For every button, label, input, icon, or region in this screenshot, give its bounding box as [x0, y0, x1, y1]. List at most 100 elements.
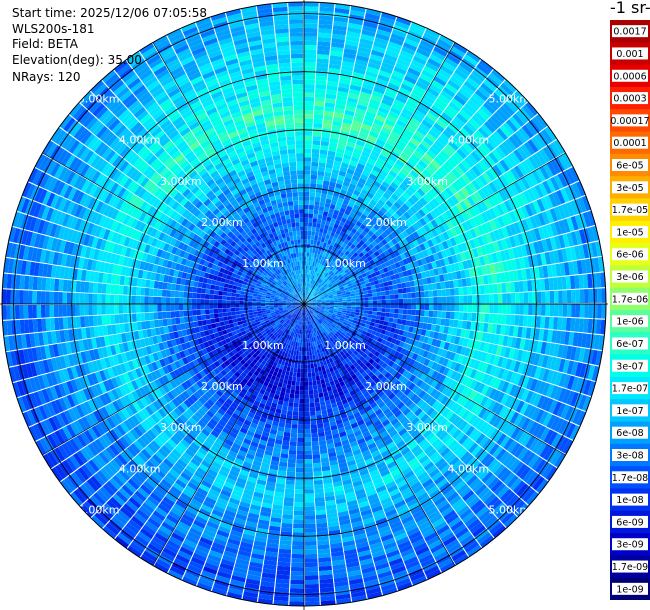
ppi-gate [461, 173, 472, 185]
ppi-gate [438, 242, 445, 251]
ppi-gate [430, 237, 438, 246]
ppi-gate [475, 89, 488, 102]
ppi-gate [340, 217, 347, 224]
ppi-gate [404, 219, 412, 228]
ppi-gate [421, 206, 430, 215]
ppi-gate [300, 338, 303, 343]
ppi-gate [340, 189, 347, 196]
ppi-gate [398, 240, 405, 248]
ppi-gate [462, 312, 468, 321]
ppi-gate [342, 118, 353, 125]
ppi-gate [379, 217, 387, 225]
ppi-gate [431, 159, 441, 170]
ppi-gate [354, 112, 365, 120]
ppi-gate [321, 233, 327, 239]
ppi-gate [304, 506, 315, 512]
ppi-gate [424, 203, 433, 213]
ppi-gate [425, 191, 435, 201]
ppi-gate [349, 197, 357, 204]
ppi-gate [449, 319, 455, 328]
ppi-gate [443, 257, 450, 266]
ppi-gate [316, 304, 322, 306]
ppi-gate [359, 155, 369, 162]
ppi-gate [321, 276, 326, 281]
ppi-gate [320, 296, 325, 299]
ppi-gate [389, 313, 395, 318]
ppi-gate [304, 14, 319, 20]
ppi-gate [340, 288, 345, 292]
ppi-gate [510, 167, 521, 181]
ppi-gate [448, 101, 461, 113]
ppi-gate [557, 317, 563, 331]
ppi-gate [421, 119, 433, 129]
ppi-gate [313, 271, 317, 276]
ppi-gate [485, 154, 496, 167]
ppi-gate [304, 209, 309, 214]
ppi-gate [362, 220, 369, 227]
ppi-gate [384, 286, 390, 291]
ppi-gate [368, 277, 374, 283]
ppi-gate [468, 182, 478, 193]
ppi-gate [431, 228, 439, 237]
ppi-gate [553, 174, 564, 189]
ppi-gate [318, 254, 323, 260]
ppi-gate [336, 201, 343, 208]
ppi-gate [417, 278, 424, 286]
ppi-gate [342, 306, 348, 309]
ppi-gate [530, 136, 543, 151]
ppi-gate [332, 257, 337, 262]
ppi-gate [442, 129, 454, 140]
ppi-gate [425, 61, 439, 72]
ppi-gate [304, 40, 317, 46]
ppi-gate [351, 304, 356, 307]
ppi-gate [398, 293, 404, 299]
ppi-gate [435, 260, 442, 268]
ppi-gate [384, 228, 391, 236]
ppi-gate [339, 251, 345, 257]
ppi-gate [425, 28, 441, 39]
ppi-gate [315, 282, 320, 287]
ppi-gate [316, 58, 329, 64]
ppi-gate [375, 177, 384, 185]
ppi-gate [450, 46, 466, 58]
ppi-gate [304, 127, 313, 132]
ppi-gate [304, 196, 310, 201]
ppi-gate [354, 144, 364, 151]
ppi-gate [451, 137, 463, 148]
ppi-gate [464, 102, 477, 115]
ppi-gate [346, 296, 352, 300]
ppi-gate [423, 241, 430, 250]
ppi-gate [396, 283, 402, 289]
ppi-gate [341, 242, 347, 248]
ppi-gate [515, 258, 522, 270]
ppi-gate [393, 313, 399, 319]
ppi-gate [552, 277, 559, 290]
ppi-gate [366, 107, 378, 115]
ppi-gate [457, 233, 465, 244]
ppi-gate [566, 290, 572, 303]
ppi-gate [457, 162, 468, 174]
ppi-gate [400, 265, 407, 272]
ppi-gate [340, 162, 349, 169]
ppi-gate [341, 292, 347, 296]
ppi-gate [382, 267, 389, 273]
ppi-gate [518, 281, 524, 292]
ppi-gate [301, 329, 303, 335]
ppi-gate [414, 285, 420, 292]
ppi-gate [319, 269, 324, 274]
ppi-gate [304, 489, 314, 494]
ppi-gate [505, 282, 511, 293]
ppi-gate [503, 200, 513, 212]
ppi-gate [378, 106, 390, 115]
ppi-gate [314, 271, 318, 277]
ppi-gate [488, 242, 496, 254]
ppi-gate [367, 134, 378, 143]
ppi-gate [448, 280, 455, 289]
ppi-gate [304, 265, 306, 270]
ppi-gate [394, 308, 399, 314]
ppi-gate [288, 375, 293, 381]
ppi-gate [429, 54, 444, 65]
ppi-gate [298, 411, 304, 417]
ppi-gate [364, 74, 377, 83]
ppi-gate [304, 437, 312, 443]
